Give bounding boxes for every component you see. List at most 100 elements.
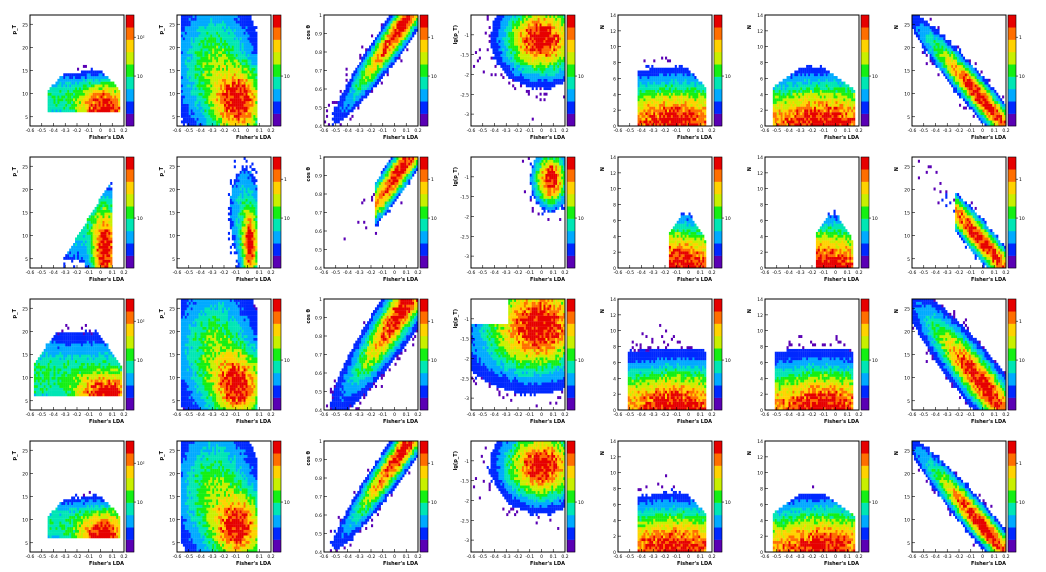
heatmap-cell	[783, 93, 785, 96]
heatmap-cell	[63, 104, 65, 107]
heatmap-cell	[210, 29, 212, 32]
y-tick-label: 0.5	[315, 106, 322, 112]
heatmap-cell	[242, 71, 244, 74]
heatmap-cell	[99, 98, 101, 101]
heatmap-cell	[510, 21, 512, 24]
heatmap-cell	[349, 82, 351, 85]
heatmap-cell	[518, 51, 520, 54]
heatmap-cell	[65, 90, 67, 93]
heatmap-cell	[189, 26, 191, 29]
heatmap-cell	[657, 68, 659, 71]
heatmap-cell	[530, 51, 532, 54]
heatmap-cell	[398, 23, 400, 26]
heatmap-cell	[244, 107, 246, 110]
heatmap-cell	[775, 84, 777, 87]
heatmap-cell	[794, 76, 796, 79]
heatmap-cell	[251, 51, 253, 54]
heatmap-cell	[804, 68, 806, 71]
heatmap-cell	[553, 46, 555, 49]
heatmap-cell	[355, 68, 357, 71]
heatmap-cell	[696, 95, 698, 98]
heatmap-cell	[54, 93, 56, 96]
heatmap-cell	[638, 120, 640, 123]
heatmap-cell	[502, 68, 504, 71]
heatmap-cell	[532, 84, 534, 87]
heatmap-cell	[214, 112, 216, 115]
heatmap-cell	[779, 95, 781, 98]
heatmap-cell	[406, 18, 408, 21]
heatmap-cell	[773, 98, 775, 101]
heatmap-cell	[534, 51, 536, 54]
heatmap-cell	[251, 32, 253, 35]
heatmap-cell	[653, 109, 655, 112]
heatmap-cell	[808, 107, 810, 110]
heatmap-cell	[408, 40, 410, 43]
heatmap-cell	[553, 43, 555, 46]
colorbar-tick-label: 1	[431, 35, 434, 41]
heatmap-cell	[69, 107, 71, 110]
heatmap-cell	[561, 29, 563, 32]
heatmap-cell	[116, 90, 118, 93]
y-tick-label: 4	[613, 92, 616, 98]
heatmap-cell	[236, 76, 238, 79]
heatmap-cell	[402, 21, 404, 24]
heatmap-cell	[77, 84, 79, 87]
heatmap-cell	[800, 84, 802, 87]
heatmap-cell	[540, 84, 542, 87]
heatmap-cell	[549, 57, 551, 60]
heatmap-cell	[679, 98, 681, 101]
heatmap-cell	[210, 101, 212, 104]
heatmap-cell	[77, 93, 79, 96]
heatmap-cell	[536, 84, 538, 87]
heatmap-cell	[224, 46, 226, 49]
heatmap-cell	[500, 23, 502, 26]
heatmap-cell	[65, 84, 67, 87]
heatmap-cell	[193, 107, 195, 110]
heatmap-cell	[89, 84, 91, 87]
heatmap-cell	[244, 98, 246, 101]
heatmap-cell	[214, 95, 216, 98]
heatmap-cell	[671, 101, 673, 104]
heatmap-cell	[108, 82, 110, 85]
heatmap-cell	[101, 82, 103, 85]
heatmap-cell	[808, 65, 810, 68]
heatmap-cell	[800, 115, 802, 118]
heatmap-cell	[510, 62, 512, 65]
heatmap-cell	[371, 79, 373, 82]
heatmap-cell	[326, 109, 328, 112]
heatmap-cell	[528, 51, 530, 54]
heatmap-cell	[340, 90, 342, 93]
heatmap-cell	[659, 79, 661, 82]
heatmap-cell	[197, 115, 199, 118]
heatmap-cell	[532, 71, 534, 74]
heatmap-cell	[398, 54, 400, 57]
heatmap-cell	[214, 32, 216, 35]
heatmap-cell	[187, 57, 189, 60]
heatmap-cell	[212, 76, 214, 79]
heatmap-cell	[543, 98, 545, 101]
heatmap-cell	[340, 95, 342, 98]
heatmap-cell	[679, 73, 681, 76]
heatmap-cell	[246, 101, 248, 104]
heatmap-cell	[359, 82, 361, 85]
heatmap-cell	[796, 90, 798, 93]
heatmap-cell	[393, 59, 395, 62]
heatmap-cell	[206, 57, 208, 60]
heatmap-cell	[551, 57, 553, 60]
heatmap-cell	[547, 34, 549, 37]
heatmap-cell	[369, 62, 371, 65]
heatmap-cell	[85, 98, 87, 101]
heatmap-cell	[785, 87, 787, 90]
heatmap-cell	[500, 62, 502, 65]
heatmap-cell	[244, 90, 246, 93]
heatmap-cell	[500, 29, 502, 32]
heatmap-cell	[214, 21, 216, 24]
heatmap-cell	[671, 73, 673, 76]
heatmap-cell	[659, 112, 661, 115]
heatmap-cell	[810, 120, 812, 123]
heatmap-cell	[669, 120, 671, 123]
heatmap-cell	[228, 90, 230, 93]
heatmap-cell	[224, 120, 226, 123]
heatmap-cell	[65, 104, 67, 107]
heatmap-cell	[220, 82, 222, 85]
